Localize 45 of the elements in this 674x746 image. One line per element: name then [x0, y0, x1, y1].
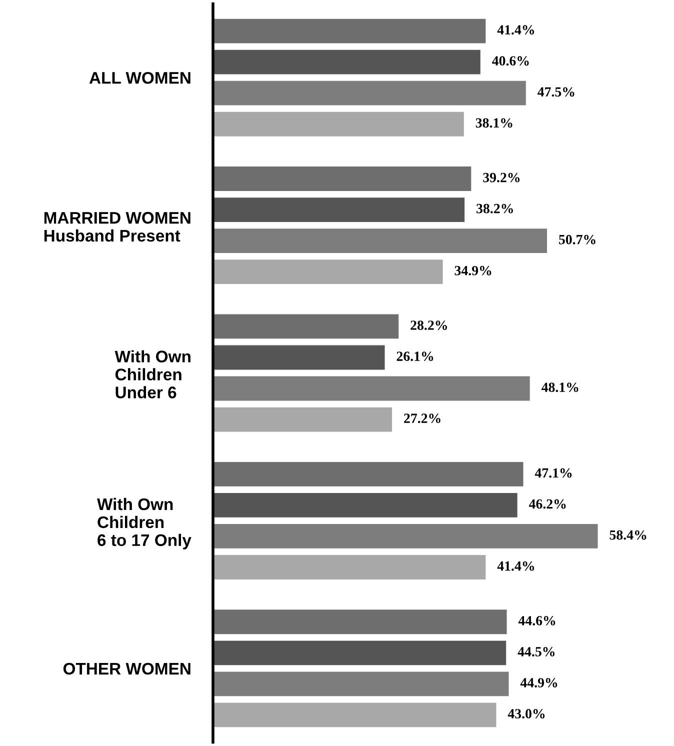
data-label: 46.2% — [528, 499, 566, 509]
y-tick-label: OTHER WOMEN — [63, 662, 190, 675]
bar — [212, 702, 497, 728]
data-label: 44.6% — [518, 616, 556, 626]
data-label: 34.9% — [454, 266, 492, 276]
bar — [212, 461, 524, 488]
bar — [212, 523, 598, 550]
bar — [212, 49, 482, 75]
y-tick-label: With Own Children Under 6 — [114, 350, 190, 398]
bar — [212, 671, 510, 697]
bar — [212, 640, 507, 666]
data-label: 27.2% — [404, 414, 440, 424]
data-label: 44.5% — [518, 647, 554, 656]
bar — [212, 608, 508, 635]
data-label: 40.6% — [492, 56, 529, 66]
bar — [212, 406, 393, 432]
bar — [212, 492, 518, 518]
bar — [212, 344, 386, 370]
data-label: 38.2% — [476, 204, 513, 214]
data-label: 50.7% — [559, 234, 596, 244]
data-label: 47.1% — [534, 468, 572, 478]
data-label: 39.2% — [483, 172, 520, 182]
data-label: 58.4% — [610, 530, 646, 540]
bar — [212, 111, 465, 138]
bar — [212, 314, 400, 340]
data-label: 26.1% — [396, 352, 434, 362]
data-label: 38.1% — [476, 118, 512, 128]
y-tick-label: ALL WOMEN — [89, 72, 190, 84]
bar — [212, 196, 466, 223]
data-label: 41.4% — [497, 25, 534, 35]
data-label: 44.9% — [520, 678, 558, 688]
bar — [212, 554, 486, 580]
y-tick-label: With Own Children 6 to 17 Only — [97, 498, 192, 550]
bar — [212, 80, 527, 106]
data-label: 48.1% — [542, 382, 578, 392]
y-tick-label: MARRIED WOMEN Husband Present — [44, 212, 190, 242]
data-label: 43.0% — [508, 709, 545, 718]
bar — [212, 228, 548, 254]
data-label: 41.4% — [497, 561, 534, 571]
data-label: 47.5% — [538, 87, 574, 97]
bar — [212, 18, 486, 44]
bar — [212, 258, 444, 285]
bar — [212, 376, 531, 402]
bar — [212, 166, 472, 192]
data-label: 28.2% — [410, 320, 447, 330]
